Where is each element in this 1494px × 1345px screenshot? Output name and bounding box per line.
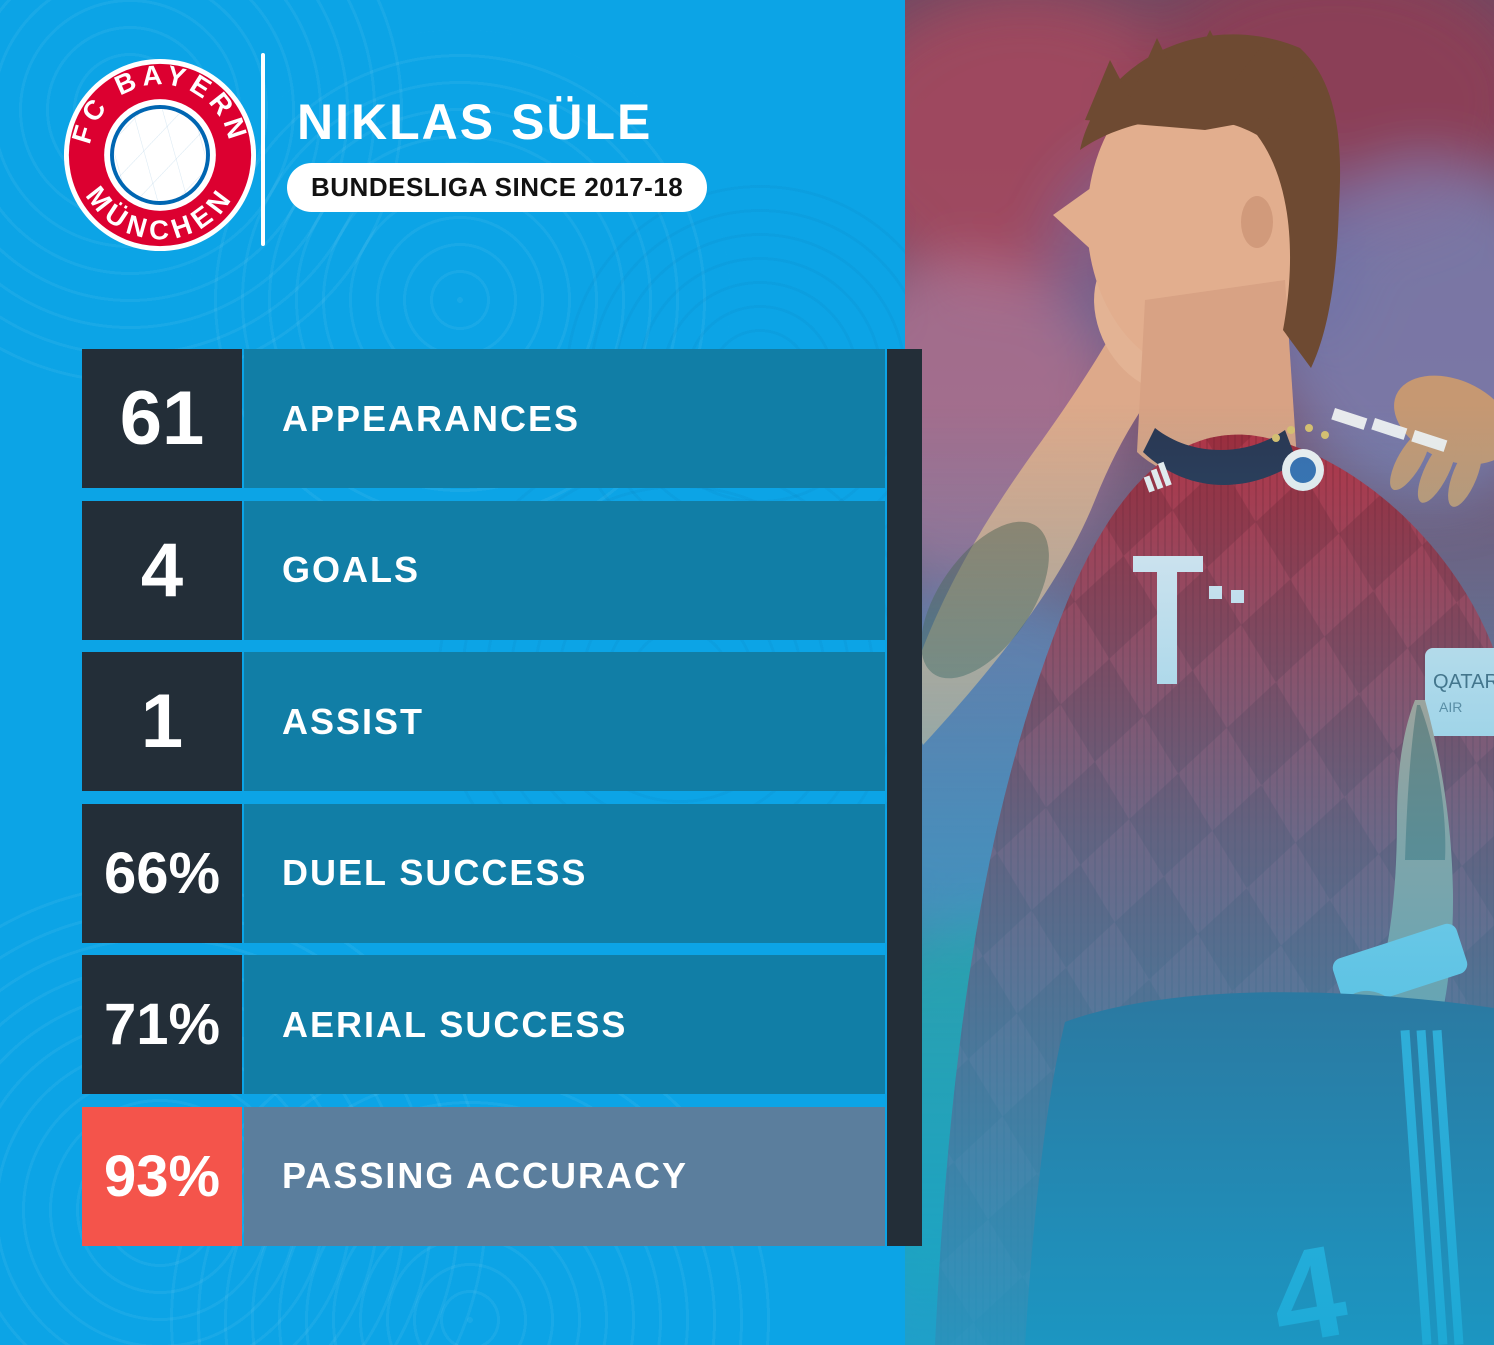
subtitle-badge: BUNDESLIGA SINCE 2017-18	[287, 163, 708, 212]
stat-value: 4	[82, 500, 242, 640]
stat-value: 1	[82, 652, 242, 792]
stat-value: 93%	[82, 1106, 242, 1246]
stat-bar: DUEL SUCCESS	[244, 803, 885, 943]
stat-value: 61	[82, 349, 242, 488]
stat-label: AERIAL SUCCESS	[282, 1003, 628, 1045]
stat-value: 66%	[82, 803, 242, 943]
stat-row: 66% DUEL SUCCESS	[82, 803, 885, 943]
cyan-overlay	[905, 0, 1494, 1345]
stat-label: ASSIST	[282, 700, 425, 742]
stat-label: PASSING ACCURACY	[282, 1155, 689, 1197]
stat-row-highlighted: 93% PASSING ACCURACY	[82, 1106, 885, 1246]
stat-value: 71%	[82, 955, 242, 1095]
stat-bar: AERIAL SUCCESS	[244, 955, 885, 1095]
stats-list: 61 APPEARANCES 4 GOALS 1 ASSIST 66% DUEL…	[82, 349, 885, 1259]
club-logo: FC BAYERN MÜNCHEN	[62, 57, 258, 253]
stat-row: 1 ASSIST	[82, 652, 885, 792]
stat-label: GOALS	[282, 549, 421, 591]
player-photo: QATAR AIR	[905, 0, 1494, 1345]
stat-bar: GOALS	[244, 500, 885, 640]
stat-bar: PASSING ACCURACY	[244, 1106, 885, 1246]
stat-row: 4 GOALS	[82, 500, 885, 640]
stat-bar: ASSIST	[244, 652, 885, 792]
header-divider	[261, 53, 265, 246]
stat-label: DUEL SUCCESS	[282, 852, 588, 894]
stat-row: 71% AERIAL SUCCESS	[82, 955, 885, 1095]
stat-bar: APPEARANCES	[244, 349, 885, 488]
stats-right-strip	[887, 349, 922, 1246]
stat-row: 61 APPEARANCES	[82, 349, 885, 488]
player-name: NIKLAS SÜLE	[297, 94, 653, 150]
stat-label: APPEARANCES	[282, 397, 581, 439]
